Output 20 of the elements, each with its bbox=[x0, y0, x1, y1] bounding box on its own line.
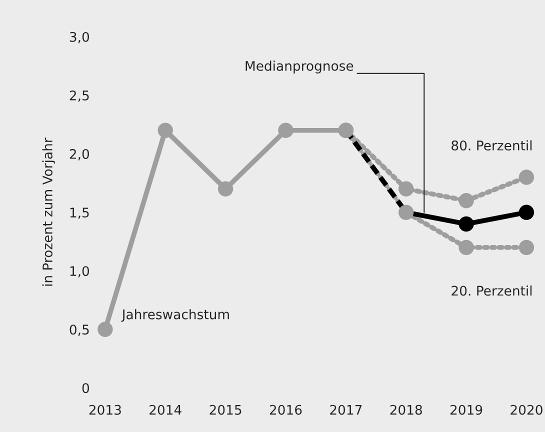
x-tick-label: 2018 bbox=[390, 404, 422, 415]
annotation: Jahreswachstum bbox=[121, 309, 229, 322]
annotation: 80. Perzentil bbox=[452, 140, 532, 150]
x-tick-label: 2017 bbox=[330, 404, 362, 415]
x-tick-label: 2013 bbox=[89, 404, 121, 415]
y-tick-label: 1,5 bbox=[70, 208, 89, 219]
x-tick-label: 2016 bbox=[270, 404, 302, 415]
annotation: Medianprognose bbox=[246, 60, 354, 74]
x-tick-label: 2020 bbox=[510, 404, 542, 415]
y-tick-label: 0,5 bbox=[70, 324, 89, 336]
y-tick-label: 1,0 bbox=[70, 266, 90, 278]
y-tick-label: 0 bbox=[82, 383, 90, 394]
y-tick-label: 2,5 bbox=[70, 90, 89, 102]
x-tick-label: 2014 bbox=[150, 404, 182, 415]
x-tick-label: 2015 bbox=[210, 404, 242, 415]
annotation: 20. Perzentil bbox=[452, 286, 532, 296]
y-axis-title: in Prozent zum Vorjahr bbox=[42, 138, 56, 286]
y-tick-label: 3,0 bbox=[70, 32, 90, 44]
y-tick-label: 2,0 bbox=[70, 149, 90, 160]
x-tick-label: 2019 bbox=[450, 404, 482, 415]
